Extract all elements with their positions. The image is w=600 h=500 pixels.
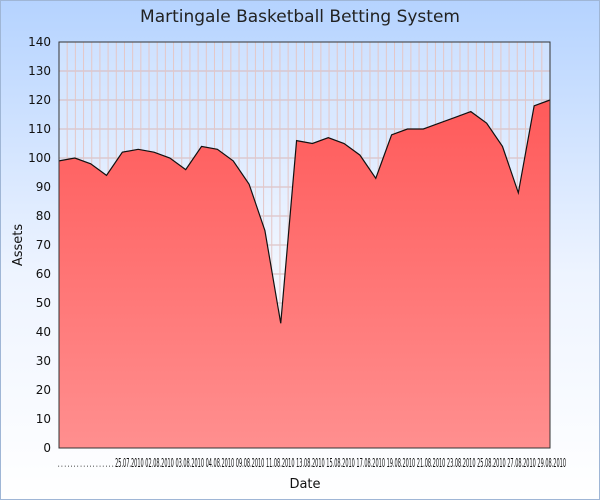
y-tick-label: 130 <box>28 64 51 78</box>
y-tick-label: 20 <box>36 383 51 397</box>
y-tick-label: 60 <box>36 267 51 281</box>
x-tick-labels: . . . . . . . . . . . . . . . . . . 25.0… <box>58 456 566 470</box>
area-series <box>59 100 550 448</box>
plot-border <box>58 41 551 449</box>
series-line <box>58 99 551 324</box>
y-tick-label: 70 <box>36 238 51 252</box>
x-axis-label: Date <box>289 477 320 492</box>
y-tick-label: 90 <box>36 180 51 194</box>
y-tick-label: 80 <box>36 209 51 223</box>
y-tick-label: 10 <box>36 412 51 426</box>
y-tick-label: 30 <box>36 354 51 368</box>
chart-title: Martingale Basketball Betting System <box>140 7 460 27</box>
y-tick-label: 140 <box>28 35 51 49</box>
y-tick-label: 100 <box>28 151 51 165</box>
y-tick-label: 120 <box>28 93 51 107</box>
y-tick-label: 110 <box>28 122 51 136</box>
y-tick-label: 50 <box>36 296 51 310</box>
y-tick-label: 40 <box>36 325 51 339</box>
y-axis-label: Assets <box>11 224 26 267</box>
y-tick-label: 0 <box>43 441 51 455</box>
y-tick-layer: 0 10 20 30 40 50 60 70 80 90 100 110 120 130 140 <box>28 35 51 455</box>
